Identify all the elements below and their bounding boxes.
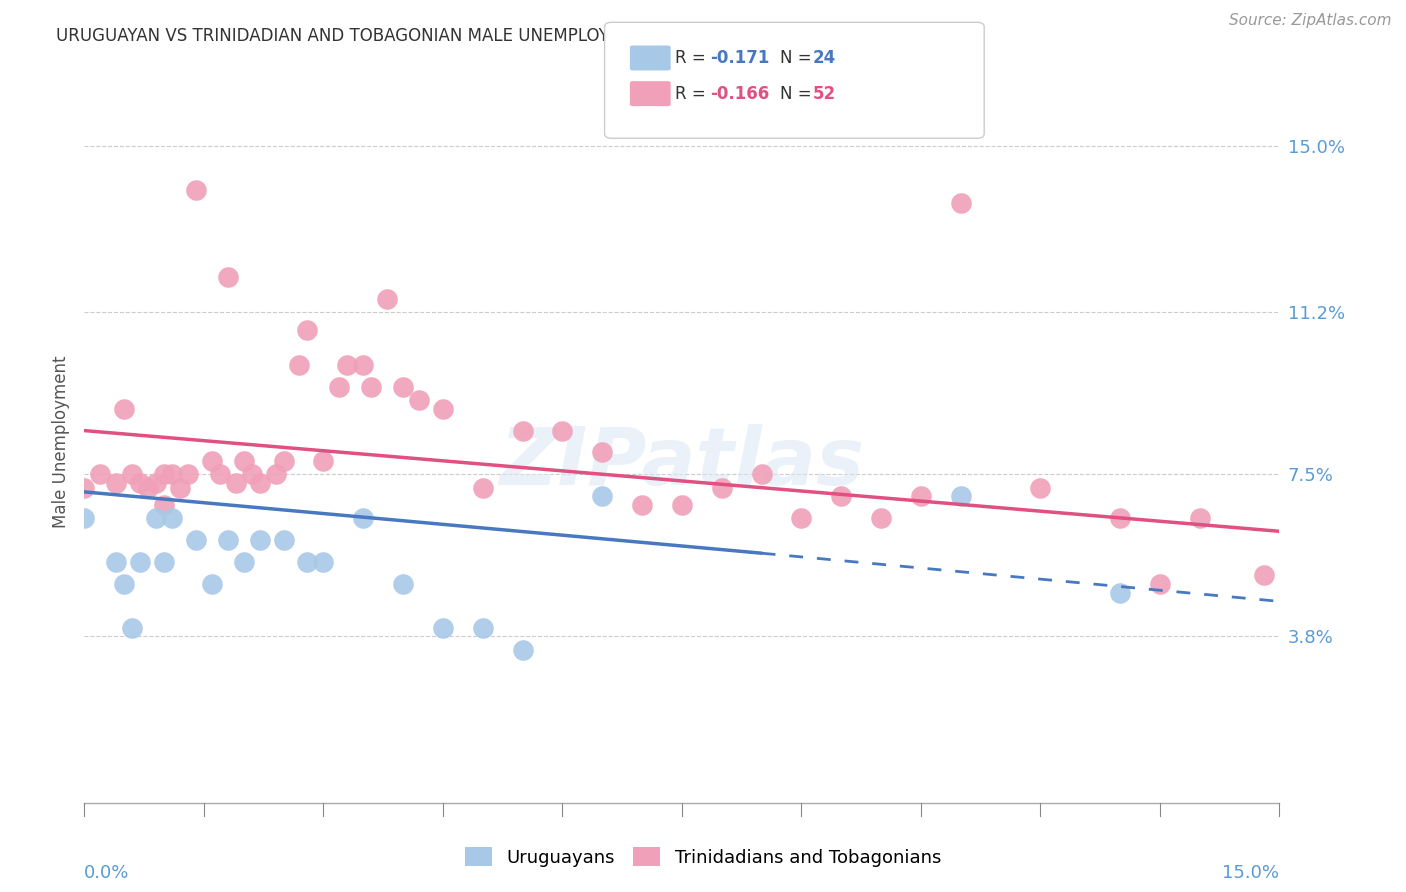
Point: [392, 380, 415, 394]
Point: [591, 445, 613, 459]
Point: [1109, 511, 1132, 525]
Text: R =: R =: [675, 85, 711, 103]
Point: [136, 481, 159, 495]
Point: [910, 489, 932, 503]
Point: [273, 454, 295, 468]
Point: [352, 511, 374, 525]
Point: [297, 555, 319, 569]
Text: 15.0%: 15.0%: [1222, 864, 1279, 882]
Text: 52: 52: [813, 85, 835, 103]
Point: [73, 481, 96, 495]
Point: [105, 476, 128, 491]
Point: [232, 555, 254, 569]
Text: 0.0%: 0.0%: [84, 864, 129, 882]
Point: [710, 481, 733, 495]
Point: [225, 476, 247, 491]
Point: [432, 401, 454, 416]
Point: [208, 467, 231, 482]
Point: [129, 555, 152, 569]
Text: R =: R =: [675, 49, 711, 67]
Point: [312, 555, 335, 569]
Point: [432, 621, 454, 635]
Point: [169, 481, 191, 495]
Point: [160, 511, 183, 525]
Point: [328, 380, 350, 394]
Point: [471, 481, 494, 495]
Point: [1188, 511, 1211, 525]
Point: [1109, 585, 1132, 599]
Point: [512, 424, 534, 438]
Point: [121, 467, 143, 482]
Y-axis label: Male Unemployment: Male Unemployment: [52, 355, 70, 528]
Text: -0.166: -0.166: [710, 85, 769, 103]
Point: [121, 621, 143, 635]
Point: [297, 323, 319, 337]
Point: [160, 467, 183, 482]
Point: [177, 467, 200, 482]
Point: [375, 292, 398, 306]
Point: [830, 489, 852, 503]
Point: [145, 511, 167, 525]
Legend: Uruguayans, Trinidadians and Tobagonians: Uruguayans, Trinidadians and Tobagonians: [458, 840, 948, 874]
Text: Source: ZipAtlas.com: Source: ZipAtlas.com: [1229, 13, 1392, 29]
Point: [870, 511, 893, 525]
Text: 24: 24: [813, 49, 837, 67]
Point: [336, 358, 359, 372]
Point: [112, 401, 135, 416]
Point: [73, 511, 96, 525]
Point: [551, 424, 574, 438]
Point: [790, 511, 813, 525]
Point: [273, 533, 295, 547]
Point: [1029, 481, 1052, 495]
Point: [153, 498, 176, 512]
Point: [512, 642, 534, 657]
Point: [1253, 568, 1275, 582]
Point: [949, 489, 972, 503]
Point: [217, 270, 239, 285]
Point: [751, 467, 773, 482]
Point: [129, 476, 152, 491]
Point: [232, 454, 254, 468]
Point: [591, 489, 613, 503]
Point: [145, 476, 167, 491]
Point: [89, 467, 111, 482]
Point: [631, 498, 654, 512]
Point: [249, 476, 271, 491]
Text: ZIPatlas: ZIPatlas: [499, 425, 865, 502]
Text: N =: N =: [780, 85, 817, 103]
Point: [201, 577, 224, 591]
Point: [392, 577, 415, 591]
Point: [249, 533, 271, 547]
Point: [671, 498, 693, 512]
Point: [105, 555, 128, 569]
Point: [201, 454, 224, 468]
Point: [184, 533, 207, 547]
Point: [312, 454, 335, 468]
Point: [408, 392, 430, 407]
Point: [352, 358, 374, 372]
Point: [360, 380, 382, 394]
Text: -0.171: -0.171: [710, 49, 769, 67]
Point: [288, 358, 311, 372]
Text: URUGUAYAN VS TRINIDADIAN AND TOBAGONIAN MALE UNEMPLOYMENT CORRELATION CHART: URUGUAYAN VS TRINIDADIAN AND TOBAGONIAN …: [56, 27, 841, 45]
Point: [949, 195, 972, 210]
Point: [217, 533, 239, 547]
Point: [240, 467, 263, 482]
Point: [153, 555, 176, 569]
Text: N =: N =: [780, 49, 817, 67]
Point: [1149, 577, 1171, 591]
Point: [112, 577, 135, 591]
Point: [153, 467, 176, 482]
Point: [471, 621, 494, 635]
Point: [264, 467, 287, 482]
Point: [184, 183, 207, 197]
